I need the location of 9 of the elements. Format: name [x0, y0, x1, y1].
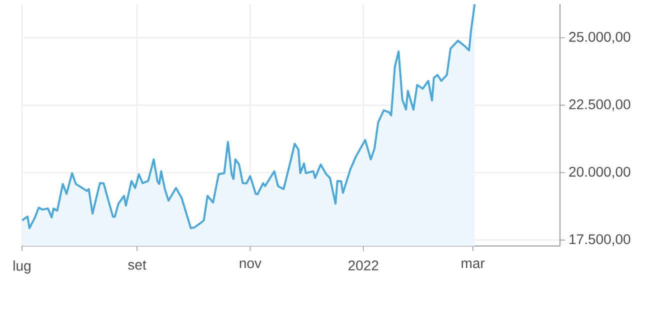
x-tick-label: lug	[14, 260, 30, 274]
y-tick-label: 17.500,00	[570, 234, 630, 246]
x-tick-label: mar	[462, 260, 485, 268]
x-tick-label: 2022	[348, 260, 378, 270]
x-tick-label: set	[128, 260, 146, 270]
x-tick-label: nov	[240, 260, 262, 268]
y-tick-label: 20.000,00	[569, 166, 630, 178]
y-tick-label: 22.500,00	[569, 99, 630, 111]
y-tick-label: 25.000,00	[569, 32, 630, 44]
